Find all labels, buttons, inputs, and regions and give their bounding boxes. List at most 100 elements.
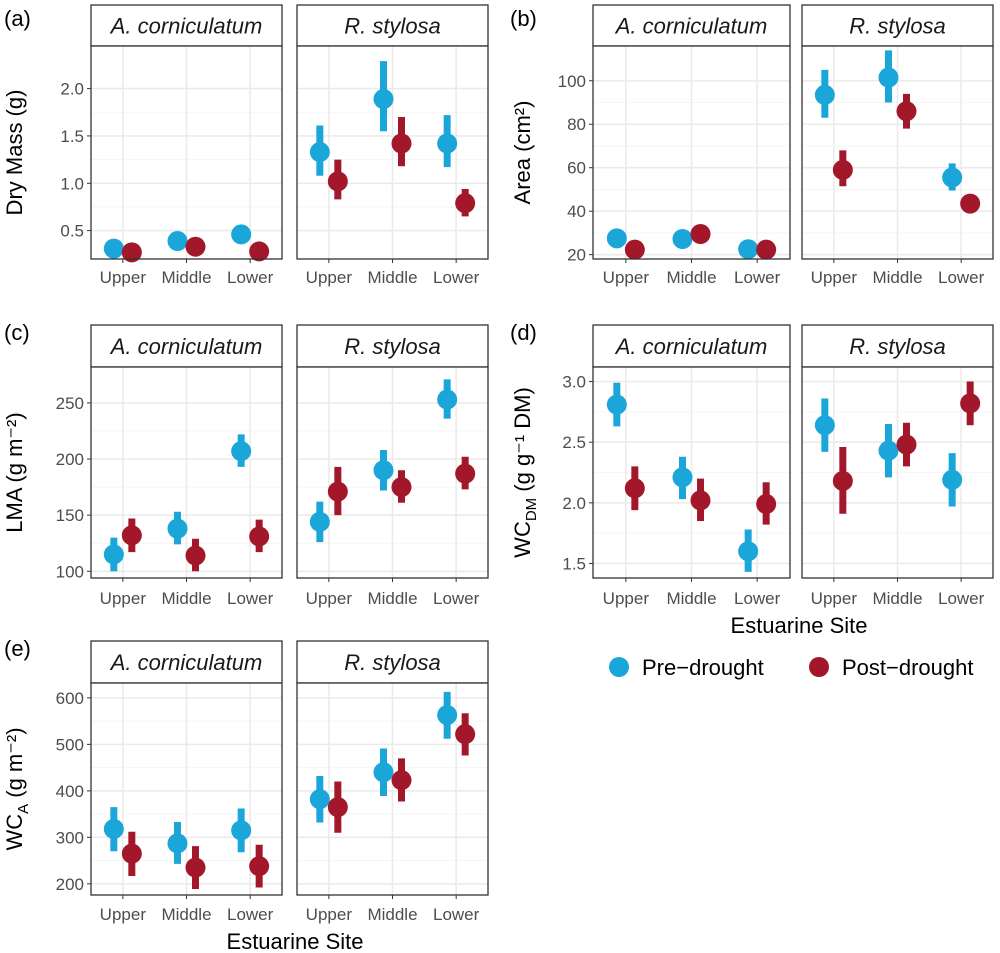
facet-a-corniculatum: A. corniculatum Upper Middle Lower [90,640,283,924]
series-post-drought [327,117,476,217]
y-tick-label: 300 [56,828,84,847]
facet-r-stylosa: R. stylosa Upper Middle Lower [296,4,489,287]
data-point [606,228,627,249]
data-point [690,224,711,245]
y-tick-label: 20 [567,246,586,265]
y-tick-label: 150 [56,506,84,525]
legend-post-drought-marker [809,657,829,677]
series-pre-drought [814,50,963,191]
y-tick-label: 80 [567,115,586,134]
data-point [455,463,476,484]
facet-a-corniculatum: A. corniculatum Upper Middle Lower [592,324,791,608]
x-tick-label: Middle [161,905,211,924]
series-pre-drought [103,807,252,864]
data-point [738,239,759,260]
x-tick-label: Middle [367,268,417,287]
x-tick-label: Lower [938,268,985,287]
data-point [690,490,711,511]
data-point [309,142,330,163]
data-point [960,193,981,214]
facet-r-stylosa: R. stylosa Upper Middle Lower [801,324,994,608]
y-tick-label: 60 [567,159,586,178]
data-point [121,843,142,864]
data-point [832,159,853,180]
data-point [878,67,899,88]
panel-tag: (c) [4,320,30,345]
x-tick-label: Lower [734,589,781,608]
data-point [309,511,330,532]
facet-strip-label: R. stylosa [344,14,441,39]
x-tick-label: Middle [666,589,716,608]
x-tick-label: Upper [306,589,353,608]
panel-b: (b) Area (cm²) 20 40 60 80 100 A. corniculatum U… [510,4,994,287]
x-tick-label: Upper [100,905,147,924]
facet-strip [90,4,283,47]
series-post-drought [121,831,270,889]
data-point [391,477,412,498]
y-axis-title-subscript: DM [523,498,540,521]
panel-a: (a) Dry Mass (g) 0.5 1.0 1.5 2.0 A. corniculat… [2,4,489,287]
y-tick-label: 400 [56,782,84,801]
series-pre-drought [606,382,759,572]
series-post-drought [327,456,476,516]
y-axis-title-subscript: A [15,804,32,814]
data-point [738,541,759,562]
facet-strip [90,640,283,684]
facet-strip-label: R. stylosa [849,334,946,359]
facet-strip [296,640,489,684]
facet-strip-label: R. stylosa [344,650,441,675]
y-tick-label: 200 [56,450,84,469]
y-axis-title-rest: (g g⁻¹ DM) [510,387,535,498]
data-point [814,84,835,105]
data-point [391,133,412,154]
x-axis-title-e: Estuarine Site [227,929,364,953]
panels: (a) Dry Mass (g) 0.5 1.0 1.5 2.0 A. corniculat… [2,4,994,924]
data-point [327,797,348,818]
legend-post-drought-label: Post−drought [842,655,973,680]
y-axis-title: WCA (g m⁻²) [2,727,32,850]
x-tick-label: Middle [161,268,211,287]
data-point [455,193,476,214]
data-point [103,818,124,839]
y-tick-label: 2.5 [562,433,586,452]
data-point [185,545,206,566]
data-point [121,525,142,546]
data-point [249,241,270,262]
series-pre-drought [309,379,458,543]
y-tick-label: 100 [56,562,84,581]
x-axis-title-d: Estuarine Site [731,613,868,638]
x-tick-label: Lower [227,589,274,608]
data-point [814,415,835,436]
y-tick-label: 2.0 [562,494,586,513]
series-post-drought [121,518,270,572]
data-point [672,229,693,250]
series-pre-drought [103,224,252,259]
data-point [249,856,270,877]
data-point [455,724,476,745]
x-tick-label: Upper [811,268,858,287]
series-pre-drought [606,228,759,260]
x-tick-label: Middle [872,268,922,287]
x-tick-label: Lower [433,905,480,924]
x-tick-label: Lower [734,268,781,287]
x-tick-label: Upper [603,268,650,287]
y-axis-title-rest: (g m⁻²) [2,727,27,803]
series-post-drought [624,224,777,260]
x-tick-label: Middle [367,905,417,924]
data-point [942,167,963,188]
y-tick-label: 200 [56,875,84,894]
y-axis-title-base: WC [510,521,535,558]
y-tick-label: 500 [56,735,84,754]
y-axis-title-base: WC [2,814,27,851]
facet-strip-label: A. corniculatum [109,650,263,675]
facet-a-corniculatum: A. corniculatum Upper Middle Lower [592,4,791,287]
x-tick-label: Middle [872,589,922,608]
y-tick-label: 600 [56,689,84,708]
y-tick-label: 1.0 [60,174,84,193]
series-post-drought [832,93,981,214]
data-point [437,705,458,726]
data-point [373,762,394,783]
series-pre-drought [103,434,252,572]
series-pre-drought [309,691,458,823]
facet-a-corniculatum: A. corniculatum Upper Middle Lower [90,324,283,608]
